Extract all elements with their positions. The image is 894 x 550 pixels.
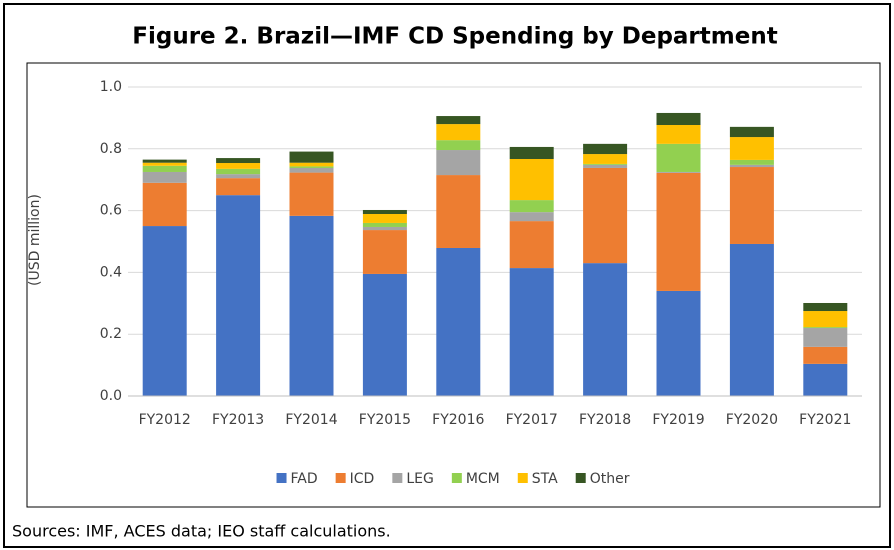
bar-segment xyxy=(656,143,701,172)
bar-segment xyxy=(216,178,261,196)
x-tick-label: FY2014 xyxy=(285,412,337,428)
bar-segment xyxy=(509,268,554,396)
bar-segment xyxy=(656,171,701,173)
bar-segment xyxy=(509,146,554,159)
legend-label: FAD xyxy=(291,471,318,487)
y-tick-label: 0.6 xyxy=(100,203,122,219)
legend-swatch xyxy=(517,473,528,483)
bar-segment xyxy=(142,171,187,183)
bar-segment xyxy=(583,163,628,165)
legend-label: Other xyxy=(590,471,630,487)
x-tick-label: FY2016 xyxy=(432,412,484,428)
bar-segment xyxy=(729,159,774,165)
x-tick-label: FY2012 xyxy=(139,412,191,428)
bar-segment xyxy=(362,213,407,223)
bar-segment xyxy=(729,126,774,138)
bar-segment xyxy=(142,162,187,166)
bar-segment xyxy=(656,290,701,396)
legend-label: STA xyxy=(532,471,558,487)
bar-segment xyxy=(436,116,481,125)
bar-segment xyxy=(142,165,187,172)
legend-swatch xyxy=(276,473,287,483)
bar-segment xyxy=(216,163,261,169)
bar-segment xyxy=(509,221,554,269)
chart-title: Figure 2. Brazil—IMF CD Spending by Depa… xyxy=(132,24,777,50)
x-tick-label: FY2018 xyxy=(579,412,631,428)
outer-frame xyxy=(3,3,891,548)
bar-segment xyxy=(509,212,554,222)
bar-segment xyxy=(216,158,261,164)
bar-segment xyxy=(142,226,187,396)
legend-label: LEG xyxy=(406,471,434,487)
bar-segment xyxy=(436,124,481,141)
bar-segment xyxy=(729,167,774,244)
legend-label: MCM xyxy=(466,471,500,487)
bar-segment xyxy=(216,195,261,396)
bar-segment xyxy=(436,150,481,176)
bar-segment xyxy=(362,226,407,231)
bar-segment xyxy=(803,327,848,329)
bar-segment xyxy=(803,363,848,396)
bar-segment xyxy=(289,162,334,167)
bar-segment xyxy=(583,143,628,155)
bar-segment xyxy=(362,230,407,274)
bar-segment xyxy=(656,125,701,144)
footnote: Sources: IMF, ACES data; IEO staff calcu… xyxy=(12,522,391,541)
y-tick-label: 0.0 xyxy=(100,388,122,404)
bar-segment xyxy=(216,168,261,175)
bar-segment xyxy=(289,151,334,163)
x-tick-label: FY2019 xyxy=(652,412,704,428)
bar-segment xyxy=(583,263,628,396)
x-tick-label: FY2020 xyxy=(726,412,778,428)
bar-segment xyxy=(803,346,848,364)
bar-segment xyxy=(362,273,407,396)
bar-segment xyxy=(509,200,554,213)
bar-segment xyxy=(803,311,848,328)
bar-segment xyxy=(436,247,481,396)
x-tick-label: FY2017 xyxy=(506,412,558,428)
bar-segment xyxy=(509,158,554,201)
bar-segment xyxy=(803,328,848,347)
bar-segment xyxy=(216,174,261,179)
legend-swatch xyxy=(392,473,403,483)
bar-segment xyxy=(583,164,628,168)
plot-frame xyxy=(26,62,881,508)
y-tick-label: 0.2 xyxy=(100,326,122,342)
bar-segment xyxy=(289,166,334,168)
y-tick-label: 0.8 xyxy=(100,141,122,157)
y-tick-label: 0.4 xyxy=(100,264,122,280)
bar-segment xyxy=(583,154,628,164)
legend-swatch xyxy=(335,473,346,483)
bar-segment xyxy=(289,167,334,173)
bar-segment xyxy=(362,222,407,227)
bar-segment xyxy=(656,112,701,126)
bar-segment xyxy=(362,209,407,214)
bar-segment xyxy=(803,302,848,312)
legend-swatch xyxy=(575,473,586,483)
x-tick-label: FY2015 xyxy=(359,412,411,428)
bar-segment xyxy=(436,140,481,151)
bar-segment xyxy=(583,167,628,264)
bar-segment xyxy=(729,164,774,168)
bar-segment xyxy=(142,159,187,163)
bar-segment xyxy=(142,182,187,227)
bar-segment xyxy=(729,137,774,160)
legend-label: ICD xyxy=(350,471,375,487)
y-axis-title: (USD million) xyxy=(27,194,43,286)
bar-segment xyxy=(436,175,481,248)
bar-segment xyxy=(729,243,774,396)
legend-swatch xyxy=(451,473,462,483)
bar-segment xyxy=(289,172,334,216)
bar-segment xyxy=(656,172,701,291)
bar-segment xyxy=(289,215,334,396)
x-tick-label: FY2013 xyxy=(212,412,264,428)
y-tick-label: 1.0 xyxy=(100,79,122,95)
x-tick-label: FY2021 xyxy=(799,412,851,428)
